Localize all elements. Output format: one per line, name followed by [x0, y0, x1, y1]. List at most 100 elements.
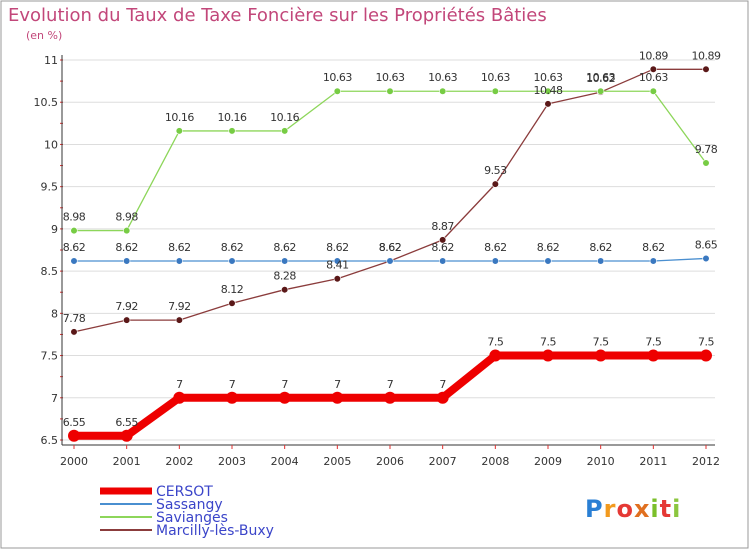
- data-point: [542, 349, 554, 362]
- data-label: 7.5: [593, 336, 609, 349]
- data-label: 7.78: [63, 312, 86, 325]
- data-point: [333, 275, 341, 283]
- data-label: 8.62: [642, 241, 665, 254]
- x-tick-label: 2012: [692, 455, 720, 468]
- logo-letter: i: [650, 495, 659, 523]
- x-tick-label: 2006: [376, 455, 404, 468]
- data-label: 8.41: [326, 259, 349, 272]
- data-label: 7: [387, 378, 394, 391]
- data-label: 8.62: [326, 241, 349, 254]
- x-tick-label: 2010: [587, 455, 615, 468]
- data-point: [439, 236, 447, 244]
- data-label: 7.5: [540, 336, 556, 349]
- y-tick-label: 9: [51, 223, 58, 236]
- data-point: [436, 391, 449, 404]
- logo-letter: P: [585, 495, 604, 523]
- data-label: 10.63: [639, 71, 668, 84]
- x-tick-label: 2001: [113, 455, 141, 468]
- data-point: [649, 65, 657, 73]
- data-label: 10.16: [165, 111, 194, 124]
- data-label: 10.16: [270, 111, 299, 124]
- data-point: [649, 257, 657, 265]
- data-point: [594, 349, 607, 362]
- y-tick-label: 10.5: [34, 96, 59, 109]
- data-point: [649, 87, 657, 95]
- data-label: 8.62: [484, 241, 507, 254]
- x-tick-label: 2007: [429, 455, 457, 468]
- y-tick-label: 8.5: [41, 265, 59, 278]
- data-label: 10.63: [586, 71, 615, 84]
- data-point: [384, 391, 396, 404]
- data-label: 7.5: [698, 336, 714, 349]
- data-point: [228, 127, 236, 135]
- data-point: [647, 349, 660, 362]
- y-tick-label: 10: [44, 138, 58, 151]
- x-tick-label: 2003: [218, 455, 246, 468]
- data-label: 8.98: [63, 211, 86, 224]
- data-label: 10.63: [323, 71, 352, 84]
- legend-label: Sassangy: [156, 497, 223, 513]
- data-label: 6.55: [63, 416, 86, 429]
- data-label: 9.78: [695, 143, 718, 156]
- data-point: [175, 257, 183, 265]
- data-label: 8.62: [589, 241, 612, 254]
- data-point: [544, 87, 552, 95]
- x-tick-label: 2011: [639, 455, 667, 468]
- data-point: [491, 87, 499, 95]
- grid-layer: [62, 59, 715, 441]
- data-label: 9.53: [484, 164, 507, 177]
- data-point: [123, 257, 131, 265]
- data-label: 6.55: [115, 416, 138, 429]
- data-label: 10.62: [586, 72, 615, 85]
- chart-unit-label: (en %): [26, 29, 63, 42]
- logo-letter: i: [672, 495, 681, 523]
- data-label: 8.62: [168, 241, 191, 254]
- data-label: 10.48: [534, 84, 563, 97]
- data-label: 8.62: [115, 241, 138, 254]
- data-point: [278, 391, 291, 404]
- y-tick-label: 6.5: [41, 434, 59, 447]
- data-point: [544, 100, 552, 108]
- data-point: [333, 87, 341, 95]
- data-point: [333, 257, 341, 265]
- x-tick-label: 2009: [534, 455, 562, 468]
- data-label: 10.63: [376, 71, 405, 84]
- data-point: [68, 429, 80, 442]
- data-point: [491, 180, 499, 188]
- data-point: [597, 257, 605, 265]
- data-point: [70, 257, 78, 265]
- data-label: 10.63: [534, 71, 563, 84]
- data-label: 10.89: [692, 49, 721, 62]
- x-tick-label: 2000: [60, 455, 88, 468]
- y-tick-label: 7.5: [41, 350, 59, 363]
- data-point: [700, 349, 712, 362]
- series-line-marcilly-l-s-buxy: [73, 68, 707, 333]
- x-tick-label: 2008: [481, 455, 509, 468]
- data-label: 8.62: [431, 241, 454, 254]
- data-label: 10.89: [639, 49, 668, 62]
- legend-label: CERSOT: [156, 484, 213, 500]
- data-point: [70, 226, 78, 235]
- data-label: 10.63: [428, 71, 457, 84]
- data-label: 8.62: [379, 241, 402, 254]
- logo-text: Proxiti: [585, 495, 681, 523]
- data-label: 10.16: [218, 111, 247, 124]
- y-tick-label: 11: [44, 54, 58, 67]
- y-tick-label: 9.5: [41, 181, 59, 194]
- data-point: [123, 226, 131, 235]
- data-point: [439, 257, 447, 265]
- proxiti-logo: Proxiti: [585, 495, 681, 523]
- data-point: [70, 328, 78, 336]
- data-label: 7.5: [645, 336, 661, 349]
- data-point: [175, 127, 183, 135]
- data-point: [544, 257, 552, 265]
- legend-label: Marcilly-lès-Buxy: [156, 523, 274, 539]
- data-label-layer: 6.55 6.55 7 7 7 7 7 7 7.5 7.5 7.5 7.5 7.5 8.62 8.62 8.6…: [63, 49, 722, 429]
- data-point: [702, 65, 710, 73]
- data-label: 8.87: [431, 220, 454, 233]
- data-point: [281, 286, 289, 294]
- x-tick-label: 2005: [323, 455, 351, 468]
